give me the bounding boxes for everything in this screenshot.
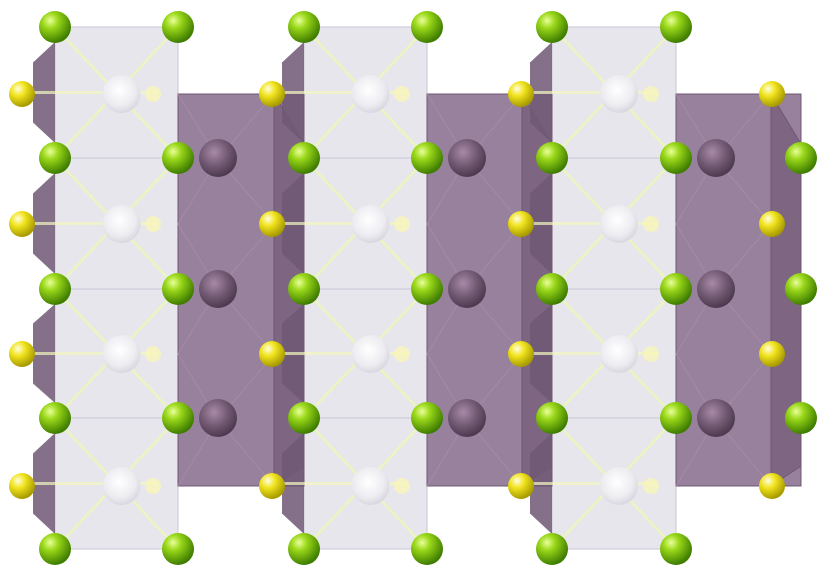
green-atom [39,533,71,565]
yellow-atom [9,81,35,107]
white-atom [600,205,638,243]
white-atom [600,75,638,113]
green-atom [39,142,71,174]
white-atom [102,335,141,373]
green-atom [660,142,692,174]
green-atom [660,402,692,434]
yellow-atom [759,341,785,367]
white-atom [351,335,390,373]
green-atom [39,402,71,434]
green-atom [288,533,320,565]
purple-atom [199,399,237,437]
white-atom [351,205,390,243]
purple-atom [697,139,735,177]
yellow-atom [759,473,785,499]
small-yellow-atom [394,346,410,362]
atoms-layer [9,11,817,565]
green-atom [660,273,692,305]
green-atom [411,533,443,565]
purple-atom [448,270,486,308]
green-atom [162,533,194,565]
white-atom [600,335,638,373]
yellow-atom [9,341,35,367]
green-atom [536,11,568,43]
yellow-atom [259,81,285,107]
green-atom [785,273,817,305]
green-atom [536,142,568,174]
green-atom [785,402,817,434]
purple-atom [199,139,237,177]
yellow-atom [259,211,285,237]
green-atom [411,402,443,434]
purple-atom [448,139,486,177]
yellow-atom [508,473,534,499]
small-yellow-atom [394,86,410,102]
small-yellow-atom [145,346,161,362]
purple-atom [448,399,486,437]
green-atom [411,11,443,43]
white-atom [102,205,141,243]
purple-atom [697,399,735,437]
green-atom [288,402,320,434]
green-atom [162,273,194,305]
yellow-atom [9,211,35,237]
yellow-atom [759,81,785,107]
green-atom [288,11,320,43]
yellow-atom [259,341,285,367]
small-yellow-atom [145,216,161,232]
green-atom [660,533,692,565]
green-atom [660,11,692,43]
purple-atom [697,270,735,308]
green-atom [162,402,194,434]
white-atom [351,467,390,505]
green-atom [411,142,443,174]
green-atom [162,11,194,43]
small-yellow-atom [643,346,659,362]
green-atom [39,273,71,305]
yellow-atom [508,341,534,367]
small-yellow-atom [394,216,410,232]
green-atom [39,11,71,43]
white-atom [600,467,638,505]
green-atom [536,402,568,434]
green-atom [785,142,817,174]
small-yellow-atom [643,86,659,102]
green-atom [536,533,568,565]
yellow-atom [759,211,785,237]
purple-atom [199,270,237,308]
green-atom [536,273,568,305]
white-atom [102,467,141,505]
yellow-atom [508,81,534,107]
green-atom [288,273,320,305]
small-yellow-atom [643,478,659,494]
yellow-atom [259,473,285,499]
white-atom [102,75,141,113]
green-atom [162,142,194,174]
small-yellow-atom [394,478,410,494]
yellow-atom [508,211,534,237]
small-yellow-atom [643,216,659,232]
green-atom [288,142,320,174]
yellow-atom [9,473,35,499]
small-yellow-atom [145,86,161,102]
small-yellow-atom [145,478,161,494]
green-atom [411,273,443,305]
white-atom [351,75,390,113]
